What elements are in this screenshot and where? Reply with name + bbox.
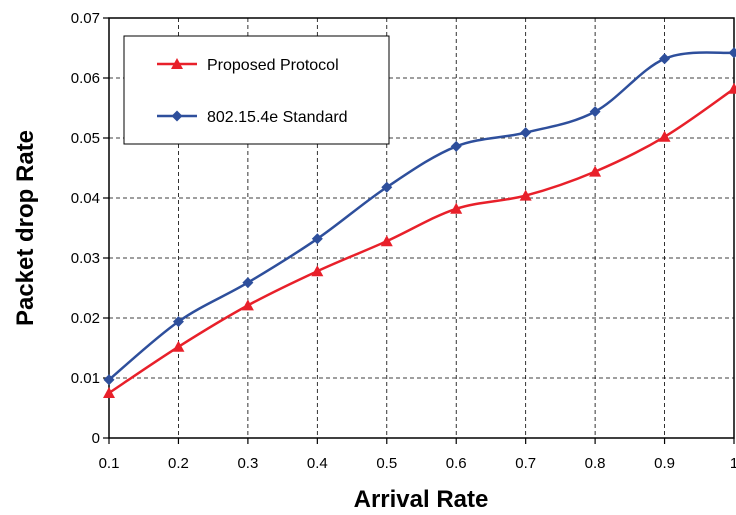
data-point-proposed-protocol: [311, 265, 324, 277]
plot-frame: [108, 17, 735, 439]
series-802-15-4e-standard: [103, 47, 736, 386]
data-point-802-15-4e-standard: [242, 277, 254, 289]
y-tick-label: 0.06: [71, 70, 100, 87]
series-line-proposed-protocol: [108, 87, 735, 395]
series-line-802-15-4e-standard: [108, 51, 735, 381]
y-tick-label: 0.01: [71, 370, 100, 387]
x-axis-ticks: 0.1 0.2 0.3 0.4 0.5 0.6 0.7 0.8 0.9 1: [99, 438, 736, 472]
x-tick-label: 0.1: [99, 455, 120, 472]
legend-label-proposed-protocol: Proposed Protocol: [207, 57, 339, 74]
series-group: [103, 47, 736, 398]
data-point-proposed-protocol: [241, 299, 254, 311]
x-tick-label: 0.5: [376, 455, 397, 472]
data-point-802-15-4e-standard: [520, 127, 532, 139]
x-axis-title: Arrival Rate: [354, 486, 489, 513]
x-tick-label: 0.4: [307, 455, 328, 472]
data-point-802-15-4e-standard: [311, 233, 323, 245]
y-tick-label: 0.04: [71, 190, 100, 207]
x-tick-label: 0.7: [515, 455, 536, 472]
data-point-proposed-protocol: [728, 82, 736, 94]
data-point-802-15-4e-standard: [103, 374, 115, 386]
legend-marker-802-15-4e-standard: [171, 110, 183, 122]
data-point-802-15-4e-standard: [659, 53, 671, 65]
data-point-proposed-protocol: [103, 387, 115, 398]
legend-box: [123, 35, 390, 145]
data-point-802-15-4e-standard: [589, 106, 601, 118]
y-tick-label: 0.05: [71, 130, 100, 147]
legend: Proposed Protocol 802.15.4e Standard: [123, 35, 390, 145]
series-proposed-protocol: [103, 82, 736, 398]
y-axis-title: Packet drop Rate: [12, 130, 39, 326]
x-tick-label: 0.3: [237, 455, 258, 472]
data-point-proposed-protocol: [172, 340, 185, 352]
x-tick-label: 1: [730, 455, 736, 472]
x-tick-label: 0.6: [446, 455, 467, 472]
y-tick-label: 0.07: [71, 10, 100, 27]
data-point-802-15-4e-standard: [450, 140, 462, 152]
data-point-802-15-4e-standard: [728, 47, 736, 59]
x-tick-label: 0.2: [168, 455, 189, 472]
legend-label-802-15-4e-standard: 802.15.4e Standard: [207, 109, 348, 126]
y-tick-label: 0.03: [71, 250, 100, 267]
legend-marker-proposed-protocol: [171, 58, 183, 69]
data-point-proposed-protocol: [658, 130, 671, 142]
data-point-proposed-protocol: [450, 202, 463, 214]
data-point-proposed-protocol: [380, 235, 393, 247]
y-axis-ticks: 0 0.01 0.02 0.03 0.04 0.05 0.06 0.07: [71, 10, 109, 447]
y-tick-label: 0: [92, 430, 100, 447]
data-point-802-15-4e-standard: [172, 316, 184, 328]
data-point-proposed-protocol: [589, 165, 602, 177]
data-point-proposed-protocol: [519, 189, 532, 201]
x-tick-label: 0.8: [585, 455, 606, 472]
y-tick-label: 0.02: [71, 310, 100, 327]
data-point-802-15-4e-standard: [381, 181, 393, 193]
x-tick-label: 0.9: [654, 455, 675, 472]
